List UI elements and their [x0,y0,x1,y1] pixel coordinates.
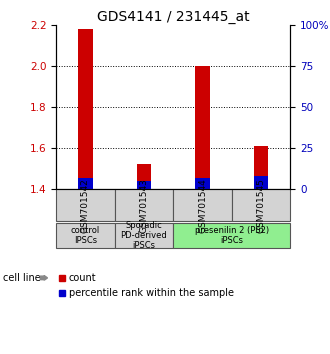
Text: percentile rank within the sample: percentile rank within the sample [69,287,234,298]
Text: GSM701542: GSM701542 [81,178,90,233]
Text: GSM701545: GSM701545 [257,178,266,233]
Text: cell line: cell line [3,273,41,283]
Bar [56,189,115,221]
Bar [195,178,210,189]
Title: GDS4141 / 231445_at: GDS4141 / 231445_at [97,10,249,24]
Bar [115,223,173,248]
Text: GSM701543: GSM701543 [140,178,148,233]
Text: count: count [69,273,96,284]
Bar [254,176,268,189]
Bar [232,189,290,221]
Bar [137,165,151,189]
Bar [195,66,210,189]
Text: GSM701544: GSM701544 [198,178,207,233]
Text: Sporadic
PD-derived
iPSCs: Sporadic PD-derived iPSCs [120,221,167,250]
Bar [137,181,151,189]
Bar [78,29,93,189]
Text: presenilin 2 (PS2)
iPSCs: presenilin 2 (PS2) iPSCs [195,226,269,245]
Bar [173,223,290,248]
Bar [173,189,232,221]
Bar [78,178,93,189]
Bar [115,189,173,221]
Bar [56,223,115,248]
Text: control
IPSCs: control IPSCs [71,226,100,245]
Bar [254,146,268,189]
